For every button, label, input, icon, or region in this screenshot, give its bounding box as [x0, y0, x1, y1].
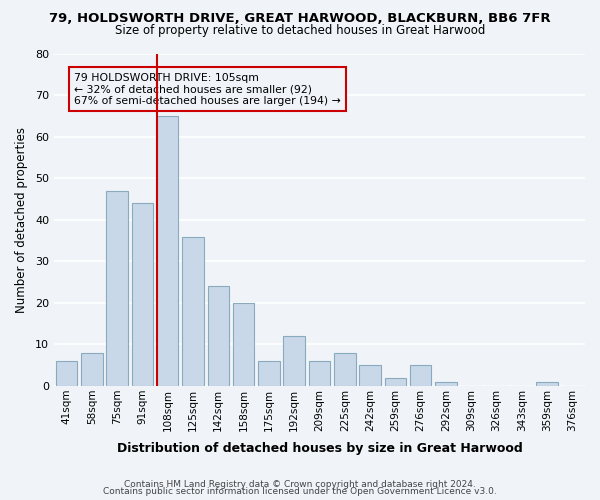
Bar [81, 353, 103, 386]
Bar [309, 361, 330, 386]
Text: Size of property relative to detached houses in Great Harwood: Size of property relative to detached ho… [115, 24, 485, 37]
Bar [182, 236, 204, 386]
Bar [258, 361, 280, 386]
Bar [106, 191, 128, 386]
Bar [385, 378, 406, 386]
X-axis label: Distribution of detached houses by size in Great Harwood: Distribution of detached houses by size … [116, 442, 523, 455]
Bar [410, 365, 431, 386]
Bar [283, 336, 305, 386]
Y-axis label: Number of detached properties: Number of detached properties [15, 127, 28, 313]
Bar [435, 382, 457, 386]
Bar [334, 353, 356, 386]
Bar [536, 382, 558, 386]
Bar [233, 303, 254, 386]
Bar [131, 204, 153, 386]
Text: 79, HOLDSWORTH DRIVE, GREAT HARWOOD, BLACKBURN, BB6 7FR: 79, HOLDSWORTH DRIVE, GREAT HARWOOD, BLA… [49, 12, 551, 26]
Text: Contains HM Land Registry data © Crown copyright and database right 2024.: Contains HM Land Registry data © Crown c… [124, 480, 476, 489]
Bar [359, 365, 381, 386]
Text: Contains public sector information licensed under the Open Government Licence v3: Contains public sector information licen… [103, 487, 497, 496]
Bar [157, 116, 178, 386]
Bar [208, 286, 229, 386]
Text: 79 HOLDSWORTH DRIVE: 105sqm
← 32% of detached houses are smaller (92)
67% of sem: 79 HOLDSWORTH DRIVE: 105sqm ← 32% of det… [74, 72, 341, 106]
Bar [56, 361, 77, 386]
